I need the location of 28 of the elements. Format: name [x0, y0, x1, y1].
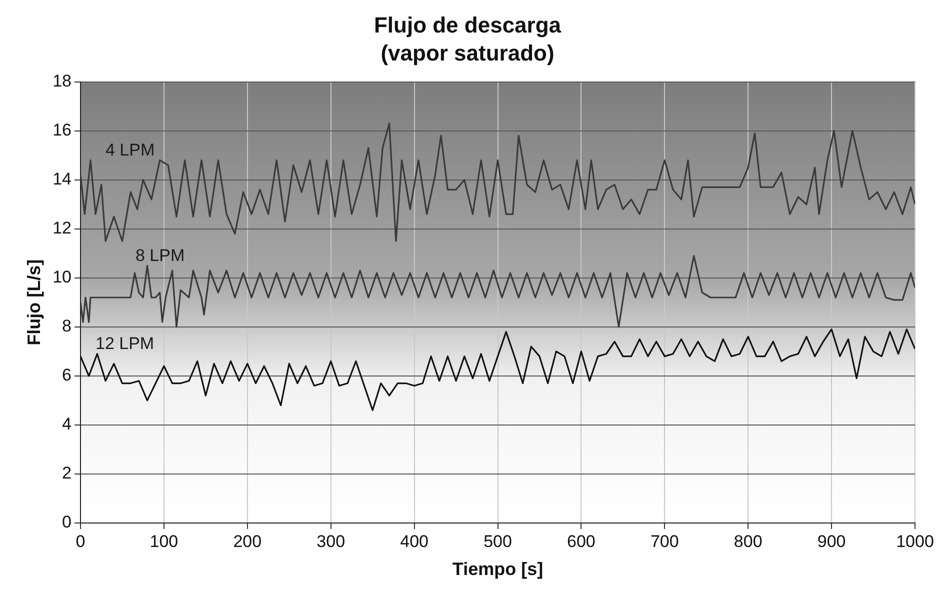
y-axis-title: Flujo [L/s]	[24, 259, 44, 346]
chart-title: Flujo de descarga	[374, 12, 562, 38]
x-tick-label: 400	[400, 532, 428, 551]
y-tick-label: 0	[62, 512, 72, 532]
x-tick-label: 500	[484, 532, 512, 551]
y-tick-label: 2	[62, 464, 72, 483]
y-tick-label: 14	[52, 170, 72, 189]
y-tick-label: 8	[62, 316, 72, 336]
x-tick-label: 700	[650, 532, 679, 551]
x-tick-label: 600	[567, 532, 596, 551]
y-tick-label: 18	[52, 71, 72, 90]
x-tick-label: 900	[817, 532, 846, 551]
y-tick-label: 4	[62, 414, 72, 434]
x-tick-label: 300	[316, 532, 346, 551]
x-tick-label: 0	[76, 532, 86, 551]
y-tick-label: 6	[62, 366, 72, 385]
x-tick-label: 100	[150, 532, 178, 551]
x-tick-label: 800	[734, 532, 762, 551]
chart-subtitle: (vapor saturado)	[380, 40, 554, 66]
series-label: 12 LPM	[96, 334, 154, 354]
x-tick-label: 200	[233, 532, 262, 551]
series-label: 8 LPM	[136, 246, 185, 265]
y-tick-label: 12	[52, 218, 72, 238]
y-tick-label: 16	[52, 120, 72, 140]
x-tick-label: 1000	[896, 532, 934, 551]
y-tick-label: 10	[52, 268, 72, 287]
series-label: 4 LPM	[106, 140, 155, 160]
x-axis-title: Tiempo [s]	[452, 559, 544, 580]
